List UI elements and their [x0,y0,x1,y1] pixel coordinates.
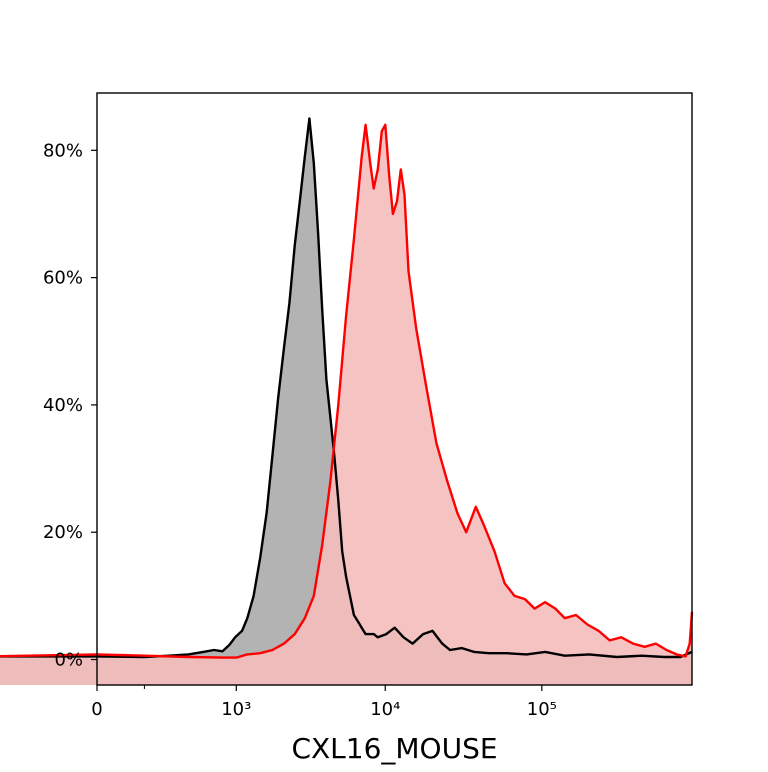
x-axis-title: CXL16_MOUSE [291,732,497,765]
series-2-area [0,124,692,685]
x-tick-label: 0 [91,699,102,720]
series-layer [0,117,694,685]
axes-layer: 0% 20% 40% 60% 80% 0 10³ 10⁴ 10⁵ [43,140,557,720]
y-tick-label: 20% [43,522,83,543]
x-tick-label: 10⁴ [370,699,400,720]
series-2-line [0,123,694,659]
series-1-line [0,117,693,659]
y-tick-label: 0% [54,650,83,671]
y-tick-label: 60% [43,268,83,289]
x-tick-label: 10⁵ [527,699,557,720]
y-tick-label: 40% [43,395,83,416]
plot-frame [96,92,693,686]
y-tick-label: 80% [43,140,83,161]
x-tick-label: 10³ [221,699,251,720]
